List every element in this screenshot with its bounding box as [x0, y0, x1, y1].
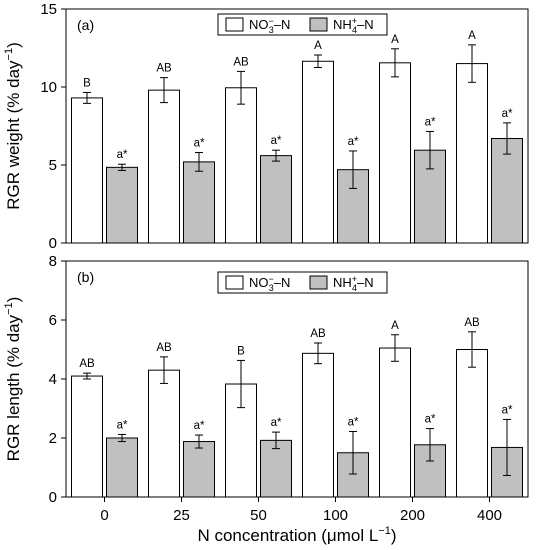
x-axis-title-sup: −1 — [378, 525, 391, 537]
y-axis-title-main: RGR weight (% day — [4, 60, 23, 210]
legend-label-tail: –N — [357, 275, 374, 290]
panel-a: 0 5 10 15 RGR weight (% day−1) (a) Ba* AB a* AB a*… — [3, 1, 528, 252]
legend-label-base: NH — [333, 17, 352, 32]
legend-swatch — [310, 276, 327, 289]
significance-label: A — [391, 320, 399, 332]
significance-label: a* — [271, 135, 282, 147]
significance-label: AB — [310, 328, 326, 340]
legend: NO− 3–N NH+ 4–N — [218, 14, 387, 35]
significance-label: a* — [117, 419, 128, 431]
significance-label: AB — [464, 317, 480, 329]
significance-label: B — [237, 345, 245, 357]
significance-label: a* — [502, 108, 513, 120]
x-axis-title-close: ) — [391, 526, 397, 545]
y-tick-label: 2 — [49, 430, 57, 447]
legend-swatch — [226, 276, 243, 289]
significance-label: B — [83, 77, 91, 89]
significance-label: AB — [79, 358, 95, 370]
bar-nitrate — [226, 88, 257, 243]
significance-label: a* — [194, 420, 205, 432]
x-tick-label: 400 — [477, 507, 502, 524]
x-tick-label: 100 — [323, 507, 348, 524]
significance-label: AB — [233, 56, 249, 68]
y-tick-label: 0 — [49, 489, 57, 506]
y-axis-title-main: RGR length (% day — [4, 314, 23, 461]
significance-label: A — [468, 30, 476, 42]
y-tick-label: 10 — [40, 79, 57, 96]
y-axis-title: RGR weight (% day−1) — [3, 42, 23, 210]
legend-label-base: NO — [249, 17, 269, 32]
significance-label: a* — [425, 414, 436, 426]
significance-label: AB — [156, 342, 172, 354]
significance-label: A — [391, 34, 399, 46]
legend-label-tail: –N — [274, 275, 291, 290]
y-tick-label: 6 — [49, 312, 57, 329]
panel-label: (a) — [77, 17, 94, 33]
bar-nitrate — [72, 98, 103, 243]
significance-label: A — [314, 40, 322, 52]
legend-swatch — [310, 18, 327, 31]
y-tick-label: 4 — [49, 371, 57, 388]
significance-label: a* — [502, 404, 513, 416]
y-tick-label: 8 — [49, 253, 57, 270]
bar-nitrate — [149, 90, 180, 243]
y-axis-title: RGR length (% day−1) — [3, 297, 23, 462]
bar-nitrate — [303, 353, 334, 497]
legend-label-tail: –N — [274, 17, 291, 32]
legend-swatch — [226, 18, 243, 31]
bar-nitrate — [72, 376, 103, 497]
bar-nitrate — [149, 370, 180, 497]
significance-label: a* — [425, 116, 436, 128]
y-tick-label: 0 — [49, 235, 57, 252]
bar-nitrate — [457, 350, 488, 498]
x-tick-label: 25 — [173, 507, 190, 524]
y-tick-label: 15 — [40, 1, 57, 18]
bar-ammonium — [107, 438, 138, 497]
x-tick-label: 0 — [100, 507, 108, 524]
significance-label: a* — [194, 138, 205, 150]
bar-nitrate — [380, 63, 411, 243]
y-axis-title-close: ) — [4, 42, 23, 48]
significance-label: a* — [348, 136, 359, 148]
y-axis-title-close: ) — [4, 297, 23, 303]
bar-nitrate — [380, 348, 411, 497]
x-axis-title-main: N concentration (μmol L — [197, 526, 378, 545]
bar-ammonium — [261, 156, 292, 243]
significance-label: AB — [156, 63, 172, 75]
y-axis-title-sup: −1 — [3, 302, 15, 315]
legend-label-base: NO — [249, 275, 269, 290]
panel-label: (b) — [77, 269, 94, 285]
bar-nitrate — [303, 61, 334, 243]
y-tick-label: 5 — [49, 157, 57, 174]
x-tick-label: 50 — [250, 507, 267, 524]
bar-ammonium — [184, 162, 215, 243]
bar-ammonium — [184, 442, 215, 497]
significance-label: a* — [348, 417, 359, 429]
significance-label: a* — [271, 417, 282, 429]
legend-label-base: NH — [333, 275, 352, 290]
y-axis-title-sup: −1 — [3, 48, 15, 61]
legend-label-tail: –N — [357, 17, 374, 32]
bar-ammonium — [107, 167, 138, 243]
legend: NO− 3–N NH+ 4–N — [218, 272, 387, 293]
x-tick-label: 200 — [400, 507, 425, 524]
x-axis-title: N concentration (μmol L−1) — [197, 525, 396, 545]
bar-nitrate — [457, 64, 488, 243]
significance-label: a* — [117, 149, 128, 161]
